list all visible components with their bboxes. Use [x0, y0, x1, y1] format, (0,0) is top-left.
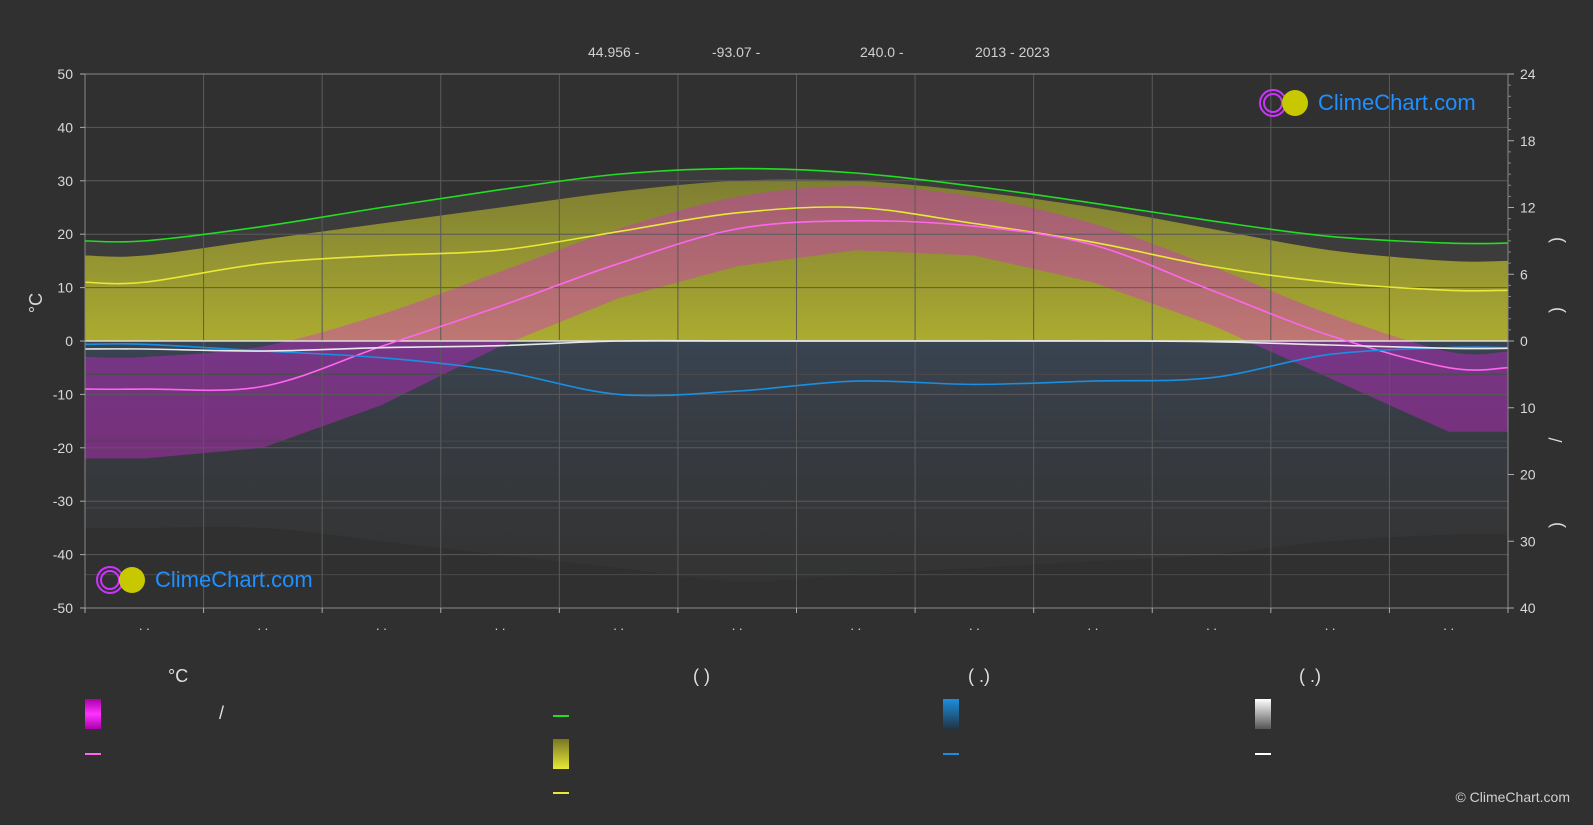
legend-sunshine-line: [553, 792, 569, 794]
logo-text: ClimeChart.com: [1318, 90, 1476, 115]
left-axis-tick-label: -20: [53, 440, 73, 456]
legend-sunshine-swatch: [553, 739, 569, 769]
right-axis-label-glyph: ): [1546, 237, 1566, 243]
left-axis-label: °C: [26, 293, 46, 313]
right-axis-label-glyph: /: [1546, 437, 1566, 442]
left-axis-tick-label: 20: [57, 226, 73, 242]
x-axis-tick-label: . .: [969, 618, 980, 633]
legend-temp-sub: /: [219, 703, 225, 723]
left-axis-tick-label: -40: [53, 547, 73, 563]
daylight-line: [84, 167, 1509, 245]
right-axis-tick-label: 30: [1520, 533, 1536, 549]
right-axis-label-glyph: ): [1546, 307, 1566, 313]
x-axis-tick-label: . .: [732, 618, 743, 633]
legend-temp-title: °C: [168, 666, 189, 686]
x-axis-tick-label: . .: [613, 618, 624, 633]
left-axis-tick-label: -10: [53, 386, 73, 402]
logo-top-right[interactable]: ClimeChart.com: [1258, 88, 1476, 118]
sunshine-line: [84, 206, 1509, 292]
x-axis-tick-label: . .: [1443, 618, 1454, 633]
legend-rain-line: [943, 753, 959, 755]
x-axis-tick-label: . .: [1325, 618, 1336, 633]
header-latitude: 44.956 -: [588, 44, 640, 60]
right-axis-tick-label: 40: [1520, 600, 1536, 616]
legend-snow-title: ( .): [1299, 666, 1321, 686]
x-axis-tick-label: . .: [139, 618, 150, 633]
header-elevation: 240.0 -: [860, 44, 904, 60]
header-years: 2013 - 2023: [975, 44, 1050, 60]
right-axis-label-glyph: ): [1546, 522, 1566, 528]
logo-bottom-left[interactable]: ClimeChart.com: [95, 565, 313, 595]
left-axis-tick-label: -50: [53, 600, 73, 616]
left-axis-tick-label: 40: [57, 119, 73, 135]
x-axis-tick-label: . .: [1206, 618, 1217, 633]
x-axis-tick-label: . .: [850, 618, 861, 633]
legend-rain-swatch: [943, 699, 959, 729]
logo-icon: [96, 566, 145, 594]
logo-icon: [1259, 89, 1308, 117]
logo-text: ClimeChart.com: [155, 567, 313, 592]
right-axis-tick-label: 10: [1520, 400, 1536, 416]
right-axis-tick-label: 24: [1520, 66, 1536, 82]
legend-snow-line: [1255, 753, 1271, 755]
right-axis-tick-label: 12: [1520, 200, 1536, 216]
x-axis-tick-label: . .: [495, 618, 506, 633]
copyright: © ClimeChart.com: [1455, 789, 1570, 805]
legend-snow-swatch: [1255, 699, 1271, 729]
left-axis-tick-label: 50: [57, 66, 73, 82]
right-axis-tick-label: 0: [1520, 333, 1528, 349]
left-axis-tick-label: 0: [65, 333, 73, 349]
x-axis-tick-label: . .: [257, 618, 268, 633]
header-longitude: -93.07 -: [712, 44, 761, 60]
left-axis-tick-label: -30: [53, 493, 73, 509]
x-axis-tick-label: . .: [376, 618, 387, 633]
legend-temp-range-swatch: [85, 699, 101, 729]
x-axis-tick-label: . .: [1088, 618, 1099, 633]
temp_mean-line: [84, 219, 1509, 392]
snow-line: [84, 339, 1509, 352]
left-axis-tick-label: 10: [57, 280, 73, 296]
legend-daylight-line: [553, 715, 569, 717]
right-axis-tick-label: 18: [1520, 133, 1536, 149]
legend-temp-mean-line: [85, 753, 101, 755]
right-axis-tick-label: 6: [1520, 266, 1528, 282]
legend-sun-title: ( ): [693, 666, 710, 686]
right-axis-tick-label: 20: [1520, 467, 1536, 483]
rain-line: [84, 343, 1509, 397]
legend-rain-title: ( .): [968, 666, 990, 686]
left-axis-tick-label: 30: [57, 173, 73, 189]
